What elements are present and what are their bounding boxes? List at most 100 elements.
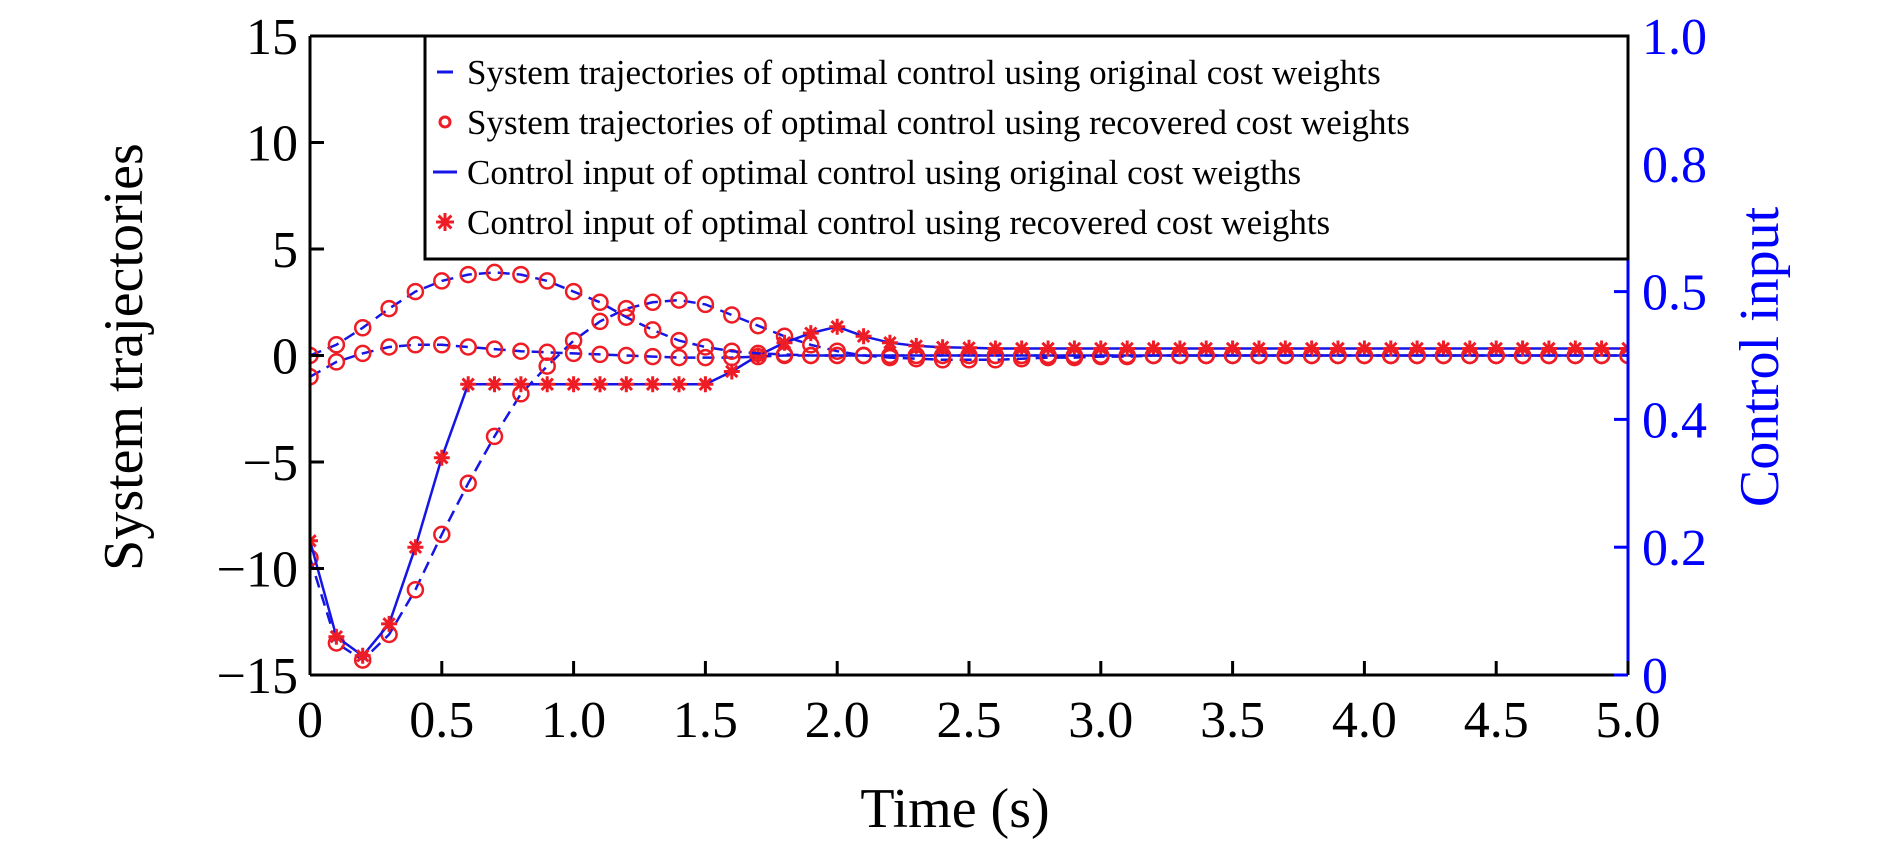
series-1-recovered-marker: [696, 295, 715, 314]
series-3-recovered-marker: [328, 628, 345, 645]
series-4-recovered-marker: [1619, 346, 1628, 365]
series-3-recovered-marker: [697, 376, 714, 393]
legend: System trajectories of optimal control u…: [423, 34, 1630, 261]
series-2-recovered-marker: [564, 344, 583, 363]
series-4-recovered-marker: [854, 346, 873, 365]
series-4-recovered-marker: [1171, 346, 1189, 365]
series-4-recovered-marker: [1144, 346, 1163, 365]
series-4-recovered-marker: [564, 282, 583, 301]
series-3-recovered-marker: [671, 376, 687, 393]
series-2-recovered-marker: [696, 348, 715, 367]
legend-entry-label: Control input of optimal control using o…: [467, 153, 1301, 192]
series-4-recovered-marker: [986, 346, 1005, 365]
series-3-recovered-marker: [776, 334, 793, 351]
series-2-recovered-marker: [485, 340, 504, 358]
y-left-tick-label: 5: [272, 222, 298, 279]
series-2-recovered-marker: [591, 345, 609, 364]
series-3-recovered-marker: [512, 376, 529, 393]
x-tick-label: 2.0: [805, 692, 870, 749]
series-4-recovered-marker: [1065, 346, 1084, 365]
y-left-tick-label: 10: [246, 116, 298, 173]
x-tick-label: 3.5: [1200, 692, 1265, 749]
series-4-recovered-marker: [1276, 346, 1295, 365]
series-4-recovered-marker: [643, 321, 662, 339]
series-4-recovered-marker: [1408, 346, 1426, 365]
series-4-recovered-marker: [1302, 346, 1321, 365]
series-4-recovered-marker: [1434, 346, 1453, 365]
series-2-recovered-marker: [538, 343, 556, 362]
series-3-recovered-marker: [855, 328, 872, 345]
series-4-recovered-marker: [1012, 346, 1031, 365]
series-4-original-line: [310, 271, 1628, 357]
series-4-recovered-marker: [591, 293, 609, 312]
series-3-recovered-marker: [908, 337, 925, 354]
x-tick-label: 2.5: [937, 692, 1002, 749]
series-4-recovered-marker: [1487, 346, 1505, 365]
series-2-recovered-marker: [617, 346, 636, 365]
series-4-recovered-marker: [1461, 346, 1479, 365]
series-2-recovered-marker: [406, 336, 425, 354]
series-2-recovered-marker: [512, 342, 530, 360]
series-3-recovered-marker: [433, 449, 450, 466]
series-3-recovered-marker: [539, 376, 556, 393]
y-left-tick-label: 0: [272, 329, 298, 386]
series-4-recovered-marker: [353, 319, 372, 337]
series-3-recovered-marker: [565, 376, 582, 393]
series-4-recovered-marker: [907, 346, 926, 365]
series-1-recovered-marker: [310, 549, 319, 567]
series-4-recovered-marker: [933, 346, 952, 365]
series-3-recovered-marker: [881, 334, 898, 351]
plot-data-layer: [310, 263, 1628, 669]
y-right-tick-label: 0.4: [1642, 392, 1707, 449]
legend-entry-label: System trajectories of optimal control u…: [467, 53, 1381, 92]
series-4-recovered-marker: [670, 331, 688, 350]
axis-ticks: 0 0.5 1.0 1.5 2.0 2.5 3.0 3.5 4.0 4.5 5.0 15 10 5 0 −5 −…: [217, 9, 1707, 749]
series-4-recovered-marker: [1540, 346, 1558, 365]
series-4-recovered-marker: [512, 265, 530, 284]
axis-labels: Time (s) System trajectories Control inp…: [93, 143, 1791, 840]
series-3-recovered-marker: [592, 376, 608, 393]
series-4-recovered-marker: [960, 346, 978, 365]
series-4-recovered-marker: [1329, 346, 1347, 365]
series-4-recovered-marker: [881, 346, 899, 365]
series-4: [310, 263, 1628, 365]
series-4-recovered-marker: [1355, 346, 1374, 365]
series-4-recovered-marker: [485, 263, 504, 282]
plot-area: [310, 263, 1628, 669]
series-1-recovered-marker: [433, 525, 451, 544]
series-4-recovered-marker: [1250, 346, 1268, 365]
series-3-recovered-marker: [618, 376, 635, 393]
series-2-recovered-marker: [310, 368, 319, 386]
series-4-recovered-marker: [1513, 346, 1532, 365]
y-right-tick-label: 0: [1642, 648, 1668, 705]
series-3-recovered-marker: [644, 376, 661, 393]
x-tick-label: 5.0: [1596, 692, 1661, 749]
x-axis-label: Time (s): [860, 778, 1049, 840]
series-1-recovered-marker: [591, 312, 609, 331]
series-2-recovered-marker: [353, 344, 372, 363]
legend-circle-marker: [438, 115, 452, 129]
series-3-recovered-marker: [723, 363, 740, 380]
series-4-recovered-marker: [749, 344, 767, 363]
series-4-recovered-marker: [828, 346, 846, 365]
series-1-recovered-marker: [564, 331, 583, 350]
legend-entry-label: Control input of optimal control using r…: [467, 203, 1330, 242]
series-4-recovered-marker: [406, 282, 425, 301]
series-2-recovered-marker: [327, 353, 346, 371]
series-2-recovered-marker: [433, 336, 451, 354]
y-right-tick-label: 0.5: [1642, 265, 1707, 322]
series-4-recovered-marker: [1592, 346, 1611, 365]
series-1-recovered-marker: [670, 291, 688, 309]
x-tick-label: 0.5: [409, 692, 474, 749]
series-1-recovered-marker: [643, 293, 662, 312]
x-tick-label: 4.0: [1332, 692, 1397, 749]
series-3-recovered-marker: [381, 615, 398, 632]
series-1-recovered-marker: [459, 474, 477, 493]
y-axis-left-label: System trajectories: [93, 143, 155, 571]
series-4-recovered-marker: [1197, 346, 1215, 365]
series-3-recovered-marker: [354, 647, 371, 664]
series-3-recovered-marker: [829, 318, 846, 335]
series-4-recovered-marker: [459, 265, 477, 284]
